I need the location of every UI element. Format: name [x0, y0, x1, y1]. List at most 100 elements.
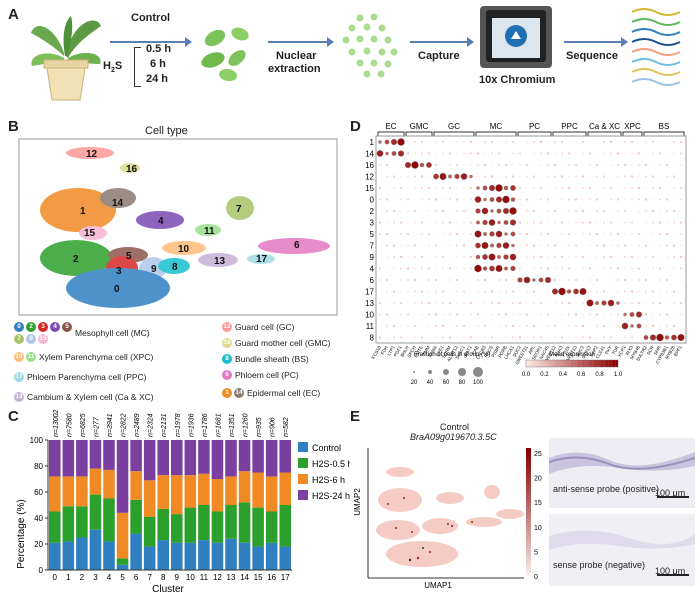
expression-dot	[539, 255, 543, 259]
gene-label: LTP1	[386, 345, 396, 357]
expression-dot	[630, 255, 634, 259]
expression-dot	[414, 233, 416, 235]
legend-text: Cambium & Xylem cell (Ca & XC)	[27, 392, 154, 402]
expression-dot	[575, 256, 577, 258]
cluster-label: 10	[178, 244, 190, 255]
legend-text: Guard cell (GC)	[235, 322, 295, 332]
group-label: GMC	[410, 122, 429, 131]
expression-dot	[392, 255, 396, 259]
expression-dot	[378, 301, 382, 305]
expression-dot	[630, 324, 634, 328]
expression-dot	[588, 186, 592, 190]
expression-dot	[386, 325, 388, 327]
expression-dot	[510, 185, 516, 191]
expression-dot	[504, 313, 508, 316]
expression-dot	[463, 313, 465, 316]
colorbar-step	[526, 499, 531, 503]
expression-dot	[540, 290, 542, 293]
expression-dot	[435, 336, 437, 339]
expression-dot	[651, 290, 655, 293]
dot-plot: EC GMC GC MC PC PPC Ca & XC XPC BS 1141612150235…	[365, 122, 687, 386]
expression-dot	[434, 244, 438, 247]
n-label: n=277	[93, 416, 100, 437]
expression-dot	[539, 186, 543, 190]
sense-caption: sense probe (negative)	[553, 560, 646, 570]
x-tick-label: 1	[66, 573, 71, 582]
expression-dot	[603, 279, 605, 281]
x-tick-label: 7	[147, 573, 152, 582]
expression-dot	[477, 325, 479, 327]
sequence-reads-icon	[631, 8, 681, 86]
expression-dot	[582, 152, 584, 155]
expression-dot	[645, 187, 647, 189]
expression-dot	[623, 244, 627, 247]
bar-segment	[184, 475, 197, 508]
expression-dot	[442, 187, 444, 189]
colorbar-step	[526, 528, 531, 532]
expression-dot	[393, 233, 395, 235]
expression-dot	[526, 336, 528, 339]
expression-dot	[463, 187, 465, 189]
expression-dot	[386, 290, 388, 293]
expression-dot	[539, 336, 543, 339]
expression-dot	[574, 163, 578, 167]
expression-dot	[399, 221, 403, 224]
expression-dot	[406, 267, 410, 270]
expression-dot	[666, 152, 668, 155]
expression-dot	[665, 198, 669, 201]
bar-segment	[252, 472, 264, 508]
expression-dot	[379, 313, 381, 316]
group-bracket	[517, 131, 552, 136]
expression-dot	[596, 256, 598, 258]
expression-dot	[449, 244, 451, 247]
expression-dot	[393, 313, 395, 316]
expression-dot	[470, 290, 472, 293]
bar-segment	[49, 440, 61, 477]
expression-dot	[540, 164, 542, 166]
cluster-dot: 10	[14, 352, 24, 362]
expression-dot	[385, 278, 389, 282]
y-tick-label: 40	[34, 514, 43, 523]
expression-dot	[574, 198, 578, 201]
expression-dot	[490, 336, 494, 339]
panel-label-b: B	[8, 118, 19, 135]
legend-text: Phloem Parenchyma cell (PPC)	[27, 372, 147, 382]
bar-segment	[143, 546, 156, 570]
expression-dot	[539, 221, 543, 224]
expression-dot	[448, 301, 452, 305]
expression-dot	[448, 152, 452, 155]
expression-dot	[512, 164, 514, 166]
expression-dot	[596, 175, 598, 178]
expression-dot	[386, 210, 388, 212]
expression-dot	[407, 141, 409, 143]
expression-dot	[399, 267, 403, 270]
cluster-label: 15	[84, 228, 96, 239]
expression-dot	[588, 232, 592, 236]
cluster-dot: 16	[222, 338, 232, 348]
expression-dot	[631, 198, 633, 201]
expression-dot	[519, 244, 521, 247]
h2s-label: H2S	[103, 60, 123, 75]
gene-label: MYB46	[629, 345, 641, 361]
expression-dot	[567, 267, 571, 270]
n-label: n=1786	[202, 413, 209, 437]
legend-label: H2S-6 h	[312, 475, 345, 485]
expression-dot	[575, 141, 577, 143]
expression-dot	[504, 324, 508, 328]
bar-segment	[157, 540, 169, 570]
expression-dot	[624, 256, 626, 258]
row-label: 1	[370, 138, 375, 147]
expression-dot	[526, 221, 528, 224]
expression-dot	[392, 209, 396, 213]
bar-segment	[238, 471, 251, 503]
expression-dot	[539, 301, 543, 305]
expression-dot	[456, 267, 458, 270]
color-legend-step	[528, 360, 531, 367]
expression-dot	[503, 254, 509, 260]
y-tick-label: 0	[39, 566, 44, 575]
expression-dot	[490, 175, 494, 178]
expression-dot	[579, 287, 587, 296]
bar-segment	[265, 511, 278, 543]
expression-dot	[519, 290, 521, 293]
n-label: n=582	[283, 417, 290, 437]
